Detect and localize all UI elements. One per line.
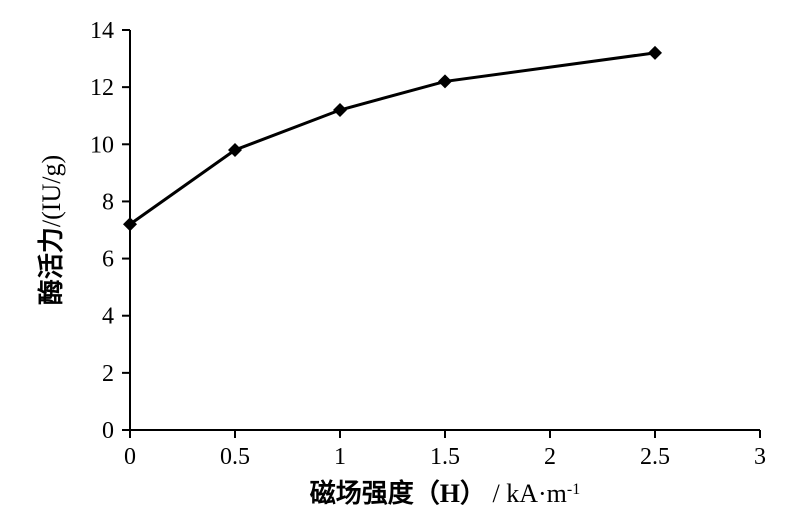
chart-container: 0 0.5 1 1.5 2 2.5 3 0 2 4 6 8 10 12 14 磁场强度（H） / kA·m-1… <box>0 0 800 531</box>
x-tick-label: 2.5 <box>640 444 670 470</box>
y-tick-label: 8 <box>102 189 114 215</box>
y-axis-title: 酶活力/(IU/g) <box>37 155 66 305</box>
y-tick-label: 0 <box>102 418 114 444</box>
x-tick-label: 0.5 <box>220 444 250 470</box>
y-tick-label: 2 <box>102 361 114 387</box>
series-line <box>130 53 655 224</box>
y-tick-label: 6 <box>102 247 114 273</box>
y-tick-label: 10 <box>90 132 114 158</box>
y-tick-label: 14 <box>90 18 114 44</box>
y-tick-label: 12 <box>90 75 114 101</box>
line-chart: 0 0.5 1 1.5 2 2.5 3 0 2 4 6 8 10 12 14 磁场强度（H） / kA·m-1… <box>0 0 800 531</box>
x-tick-label: 1.5 <box>430 444 460 470</box>
x-tick-label: 0 <box>124 444 136 470</box>
data-marker <box>438 74 452 88</box>
data-marker <box>333 103 347 117</box>
x-tick-label: 1 <box>334 444 346 470</box>
x-axis-title: 磁场强度（H） / kA·m-1 <box>310 478 580 508</box>
x-tick-label: 2 <box>544 444 556 470</box>
x-tick-label: 3 <box>754 444 766 470</box>
y-tick-label: 4 <box>102 304 114 330</box>
data-marker <box>648 46 662 60</box>
